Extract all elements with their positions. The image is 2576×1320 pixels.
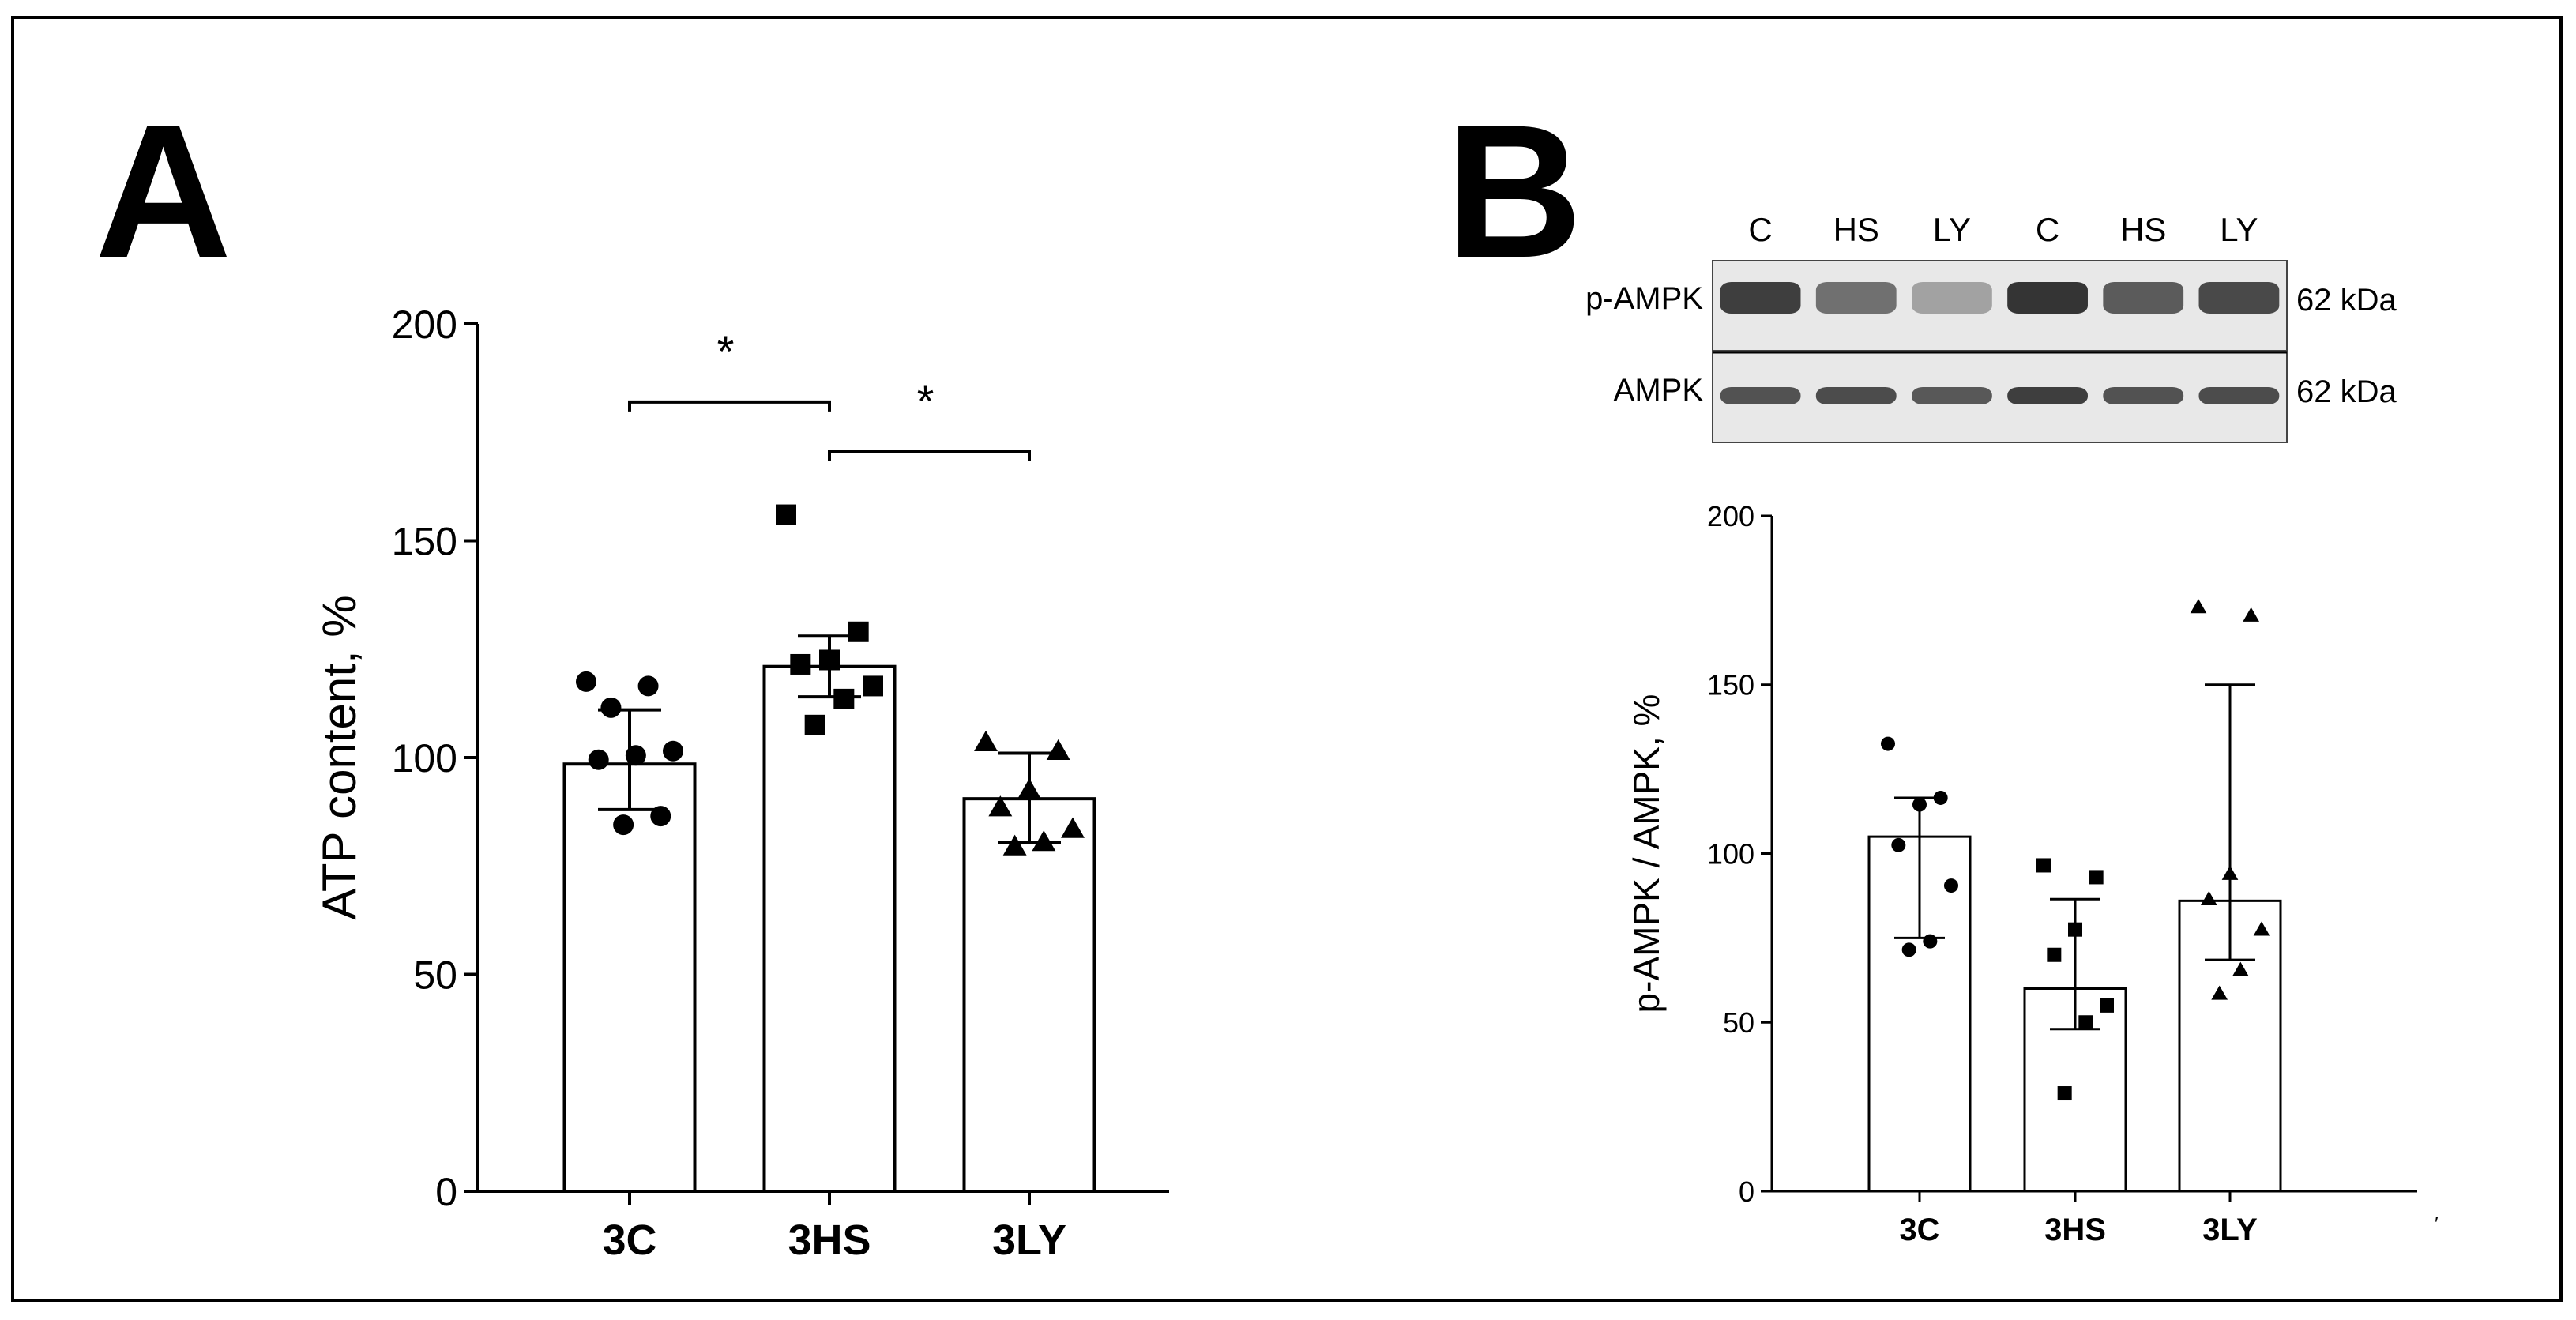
chart-b-data-point [1912,797,1927,812]
chart-b-data-point [2047,947,2062,962]
chart-a-data-point [600,697,622,718]
chart-b-ytick-label: 100 [1707,837,1754,870]
blot-band [2198,387,2280,404]
chart-a-significance-star: * [717,326,735,376]
chart-b-data-point [2221,865,2239,880]
chart-a-data-point [650,806,671,827]
chart-b-data-point [2100,998,2114,1013]
chart-a-significance-bracket [828,449,1031,461]
chart-a-data-point [988,795,1013,817]
blot-band [2007,282,2088,314]
chart-a-ytick-label: 100 [392,736,457,780]
chart-b-data-point [1891,837,1906,852]
chart-b-data-point [2068,922,2082,937]
chart-a-category-label: 3LY [992,1217,1066,1264]
chart-a-ytick-label: 150 [392,520,457,564]
chart-b-data-point [2078,1015,2093,1030]
chart-a-data-point [637,675,659,697]
panel-a-letter: A [95,85,231,297]
chart-b-y-label: p-AMPK / AMPK, % [1626,694,1667,1014]
chart-b-data-point [2243,607,2260,622]
chart-a-bar-3ly [962,797,1096,1194]
blot-band [2103,282,2184,314]
chart-b-data-point [1881,736,1895,751]
chart-b-data-point [1901,942,1916,957]
chart-a-data-point [863,675,883,697]
panel-b-letter: B [1446,85,1582,297]
chart-b-data-point [2253,921,2270,936]
blot-band [1815,282,1897,314]
chart-b: 0 50 100 150 200 p-AMPK / AMPK, % 3C 3HS 3LY [1626,500,2417,1247]
chart-b-data-point [2036,858,2051,873]
blot-lane-label-ly: LY [1933,211,1971,248]
blot-row-size-label: 62 kDa [2296,374,2397,409]
chart-a-significance-bracket [628,400,831,412]
blot-lane-label-c: C [1748,211,1772,248]
chart-a-ytick-label: 50 [413,953,457,998]
chart-a-data-point [613,814,634,836]
blot-lane-label-hs: HS [1833,211,1879,248]
chart-b-data-point [2200,890,2217,905]
chart-a-significance-star: * [917,376,935,426]
chart-b-data-point [2089,870,2104,885]
chart-b-category-label: 3HS [2044,1213,2106,1247]
chart-b-data-point [2190,599,2207,614]
blot-band [2007,387,2088,404]
chart-b-ytick-label: 200 [1707,500,1754,532]
chart-b-category-label: 3LY [2202,1213,2258,1247]
chart-b-data-point [1923,934,1938,949]
blot-row-p-ampk-background [1712,260,2288,352]
blot-lane-label-c: C [2036,211,2059,248]
chart-a-data-point [625,745,646,766]
chart-a-data-point [790,653,811,675]
chart-a-data-point [804,714,825,735]
blot-band [1912,282,1992,314]
chart-a-data-point [776,504,796,525]
blot-band [1720,282,1801,314]
chart-a-data-point [588,749,609,770]
stray-mark: ′ [2435,1212,2439,1235]
blot-lane-label-hs: HS [2120,211,2166,248]
chart-b-category-label: 3C [1899,1213,1939,1247]
chart-b-data-point [2057,1086,2072,1101]
chart-a-category-label: 3C [602,1217,656,1264]
chart-a-data-point [848,621,869,642]
blot-row-ampk-background [1712,352,2288,443]
blot-band [1912,387,1992,404]
blot-band [2198,282,2280,314]
chart-a-bar-3hs [762,664,897,1193]
chart-a-data-point [819,649,840,671]
chart-b-data-point [2211,985,2228,1000]
chart-b-data-point [1933,790,1948,805]
blot-band [1720,387,1801,404]
blot-band [2103,387,2184,404]
western-blot: C HS LY C HS LY p-AMPK 62 kDa AMPK 62 kDa [1585,211,2397,443]
chart-a-ytick-label: 200 [392,303,457,347]
chart-a-data-point [1046,739,1070,760]
chart-b-ytick-label: 0 [1739,1175,1754,1208]
chart-b-ytick-label: 150 [1707,669,1754,701]
blot-row-size-label: 62 kDa [2296,283,2397,318]
chart-a-data-point [974,730,998,751]
chart-b-data-point [1944,878,1958,893]
chart-a-y-label: ATP content, % [313,595,366,919]
chart-a-category-label: 3HS [788,1217,871,1264]
blot-row-label-ampk: AMPK [1614,373,1704,408]
chart-a-data-point [663,740,683,762]
figure-frame [11,16,2563,1302]
chart-a-ytick-label: 0 [435,1170,457,1214]
chart-a-data-point [1032,830,1056,852]
chart-b-ytick-label: 50 [1723,1006,1754,1039]
chart-a-data-point [1017,778,1041,799]
chart-a-data-point [1061,817,1085,838]
chart-a-data-point [1002,834,1027,856]
blot-band [1815,387,1897,404]
chart-b-data-point [2232,961,2249,976]
chart-a-data-point [576,671,596,692]
blot-lane-label-ly: LY [2220,211,2258,248]
blot-row-label-p-ampk: p-AMPK [1585,281,1703,316]
chart-a-data-point [833,688,855,709]
chart-a: 0 50 100 150 200 ATP content, % 3C 3HS 3LY * * [313,303,1169,1264]
